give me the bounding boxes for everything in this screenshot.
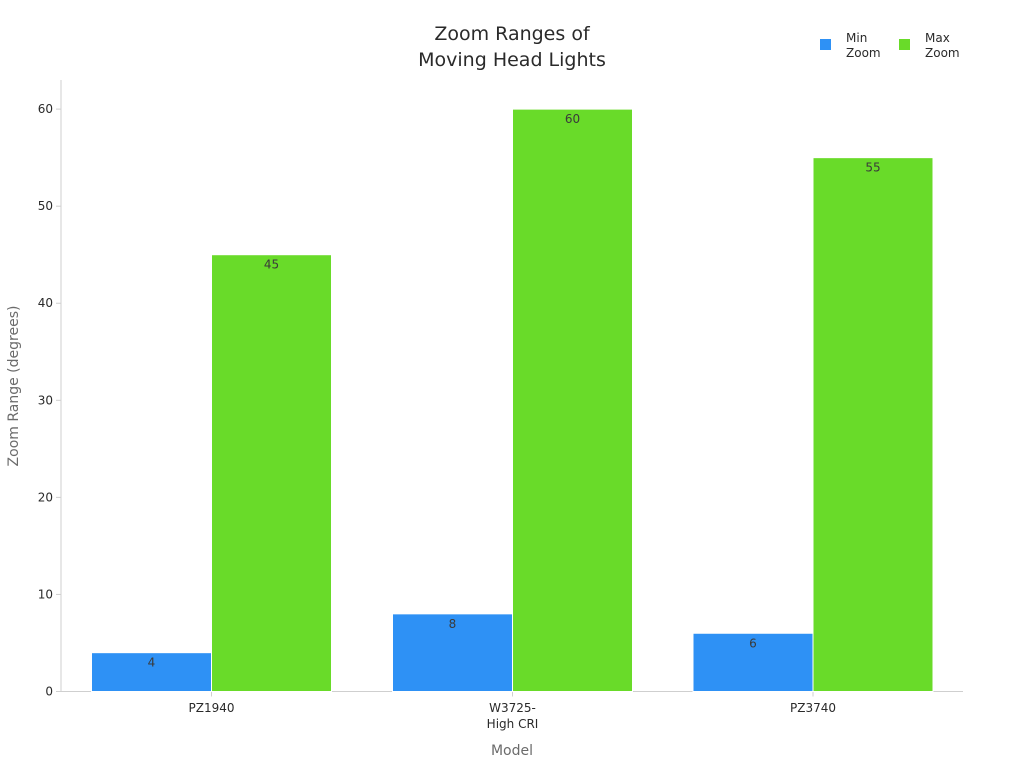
chart-title-text-line: Moving Head Lights — [418, 49, 606, 71]
legend-label: Max Zoom — [925, 31, 960, 60]
chart-title-text-line: Zoom Ranges of — [434, 23, 591, 45]
bar-min-zoom — [392, 613, 513, 692]
x-axis-label: Model — [491, 743, 533, 759]
chart-title: Zoom Ranges of Moving Head Lights — [418, 23, 606, 71]
legend-swatch — [820, 39, 831, 50]
y-tick-label: 30 — [38, 393, 53, 407]
legend-label-line: Zoom — [846, 46, 881, 60]
bar-value-label: 55 — [865, 161, 880, 175]
y-axis: 0 10 20 30 40 50 60 Zoom Range (degrees) — [6, 80, 62, 699]
bar-max-zoom — [812, 157, 934, 692]
y-tick-label: 60 — [38, 102, 53, 116]
legend-swatch — [899, 39, 910, 50]
x-tick-label: PZ3740 — [790, 701, 836, 715]
x-tick-label-line: PZ1940 — [189, 701, 235, 715]
x-tick-label-line: PZ3740 — [790, 701, 836, 715]
legend-item-0: Min Zoom — [820, 31, 881, 60]
x-tick-label-line: High CRI — [487, 717, 539, 731]
y-tick-label: 0 — [45, 685, 53, 699]
bar-value-label: 4 — [148, 656, 156, 670]
legend-label-line: Zoom — [925, 46, 960, 60]
bars — [91, 108, 934, 693]
y-axis-label: Zoom Range (degrees) — [6, 306, 22, 467]
x-tick-label: W3725- High CRI — [487, 701, 539, 731]
bar-min-zoom — [91, 652, 212, 693]
legend-label-line: Min — [846, 31, 867, 45]
bar-value-label: 6 — [749, 636, 757, 650]
x-tick-label-line: W3725- — [489, 701, 536, 715]
bar-value-label: 8 — [449, 617, 457, 631]
x-tick-label: PZ1940 — [189, 701, 235, 715]
chart-title-text: Zoom Ranges of Moving Head Lights — [418, 23, 606, 71]
x-axis: PZ1940 W3725- High CRI PZ3740 Model — [61, 691, 963, 759]
legend-label: Min Zoom — [846, 31, 881, 60]
legend-label-line: Max — [925, 31, 950, 45]
data-labels: 4 45 8 60 6 55 — [148, 112, 881, 670]
bar-max-zoom — [211, 254, 332, 692]
bar-value-label: 60 — [565, 112, 580, 126]
y-tick-label: 10 — [38, 587, 53, 601]
bar-max-zoom — [512, 108, 633, 693]
legend-item-1: Max Zoom — [899, 31, 960, 60]
y-tick-label: 50 — [38, 199, 53, 213]
bar-value-label: 45 — [264, 258, 279, 272]
bar-min-zoom — [692, 632, 814, 692]
y-tick-label: 40 — [38, 296, 53, 310]
y-tick-label: 20 — [38, 490, 53, 504]
